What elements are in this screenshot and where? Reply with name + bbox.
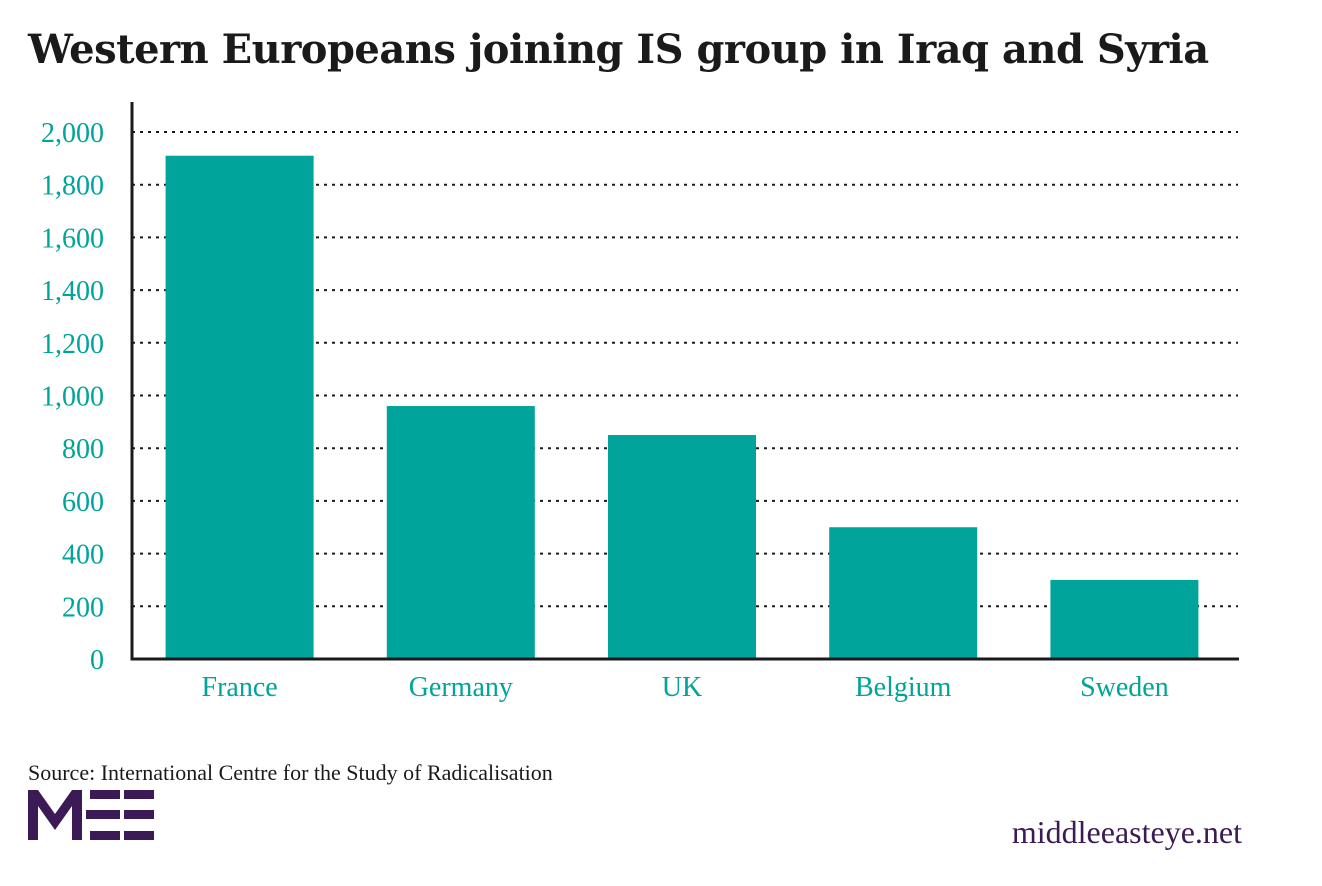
bar-germany	[386, 406, 535, 659]
y-tick-label: 400	[62, 540, 104, 571]
y-tick-label: 1,400	[41, 276, 104, 307]
y-tick-label: 1,200	[41, 329, 104, 360]
y-tick-label: 1,800	[41, 171, 104, 202]
y-tick-labels: 0 200 400 600 800 1,000 1,200 1,400 1,600 1,800 2,…	[41, 118, 104, 676]
site-url[interactable]: middleeasteye.net	[1011, 814, 1242, 850]
mee-logo-graphic	[28, 790, 154, 840]
y-tick-label: 2,000	[41, 118, 104, 149]
bar-chart: 0 200 400 600 800 1,000 1,200 1,400 1,600 1,800 2,…	[41, 102, 1239, 703]
x-category-label: UK	[662, 672, 702, 703]
chart-title: Western Europeans joining IS group in Ir…	[28, 26, 1209, 73]
source-note: Source: International Centre for the Stu…	[28, 760, 553, 785]
y-tick-label: 1,000	[41, 382, 104, 413]
x-category-labels: France Germany UK Belgium Sweden	[202, 672, 1169, 703]
y-tick-label: 0	[90, 645, 104, 676]
x-category-label: Belgium	[855, 672, 952, 703]
x-category-label: Germany	[409, 672, 513, 703]
bars	[165, 155, 1199, 659]
bar-belgium	[829, 527, 978, 659]
y-tick-label: 200	[62, 592, 104, 623]
mee-logo	[28, 790, 158, 848]
y-tick-label: 600	[62, 487, 104, 518]
y-tick-label: 1,600	[41, 223, 104, 254]
bar-france	[165, 155, 314, 659]
y-tick-label: 800	[62, 434, 104, 465]
axes	[130, 102, 1239, 661]
x-category-label: France	[202, 672, 278, 703]
x-category-label: Sweden	[1080, 672, 1169, 703]
bar-uk	[608, 435, 756, 659]
bar-sweden	[1050, 579, 1199, 659]
